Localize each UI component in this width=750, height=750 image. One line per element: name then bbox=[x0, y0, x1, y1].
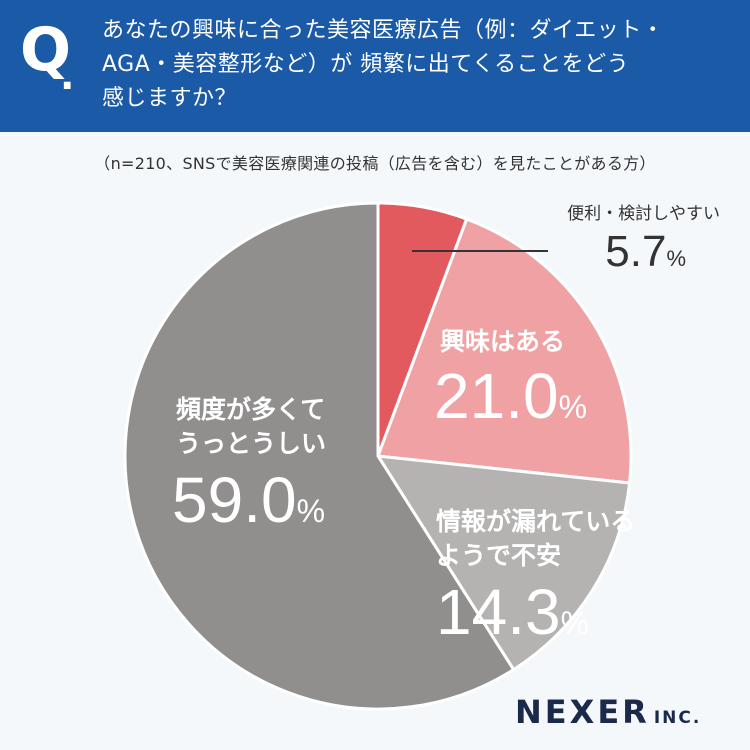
slice-anxious bbox=[376, 454, 632, 672]
q-mark: Q bbox=[20, 15, 72, 85]
label-anxious-line2: ようで不安 bbox=[436, 541, 561, 570]
logo-suffix: INC. bbox=[653, 708, 702, 728]
sample-note: （n=210、SNSで美容医療関連の投稿（広告を含む）を見たことがある方） bbox=[94, 154, 656, 173]
question-text: あなたの興味に合った美容医療広告（例：ダイエット・ AGA・美容整形など）が 頻… bbox=[102, 14, 732, 116]
question-line-1: あなたの興味に合った美容医療広告（例：ダイエット・ bbox=[102, 18, 665, 43]
label-annoying-line1: 頻度が多くて bbox=[176, 395, 325, 424]
slice-annoying bbox=[123, 201, 516, 711]
value-convenient: 5.7% bbox=[605, 227, 686, 276]
label-anxious-line1: 情報が漏れている bbox=[436, 507, 635, 536]
slice-interest bbox=[376, 217, 633, 485]
value-interest: 21.0% bbox=[434, 360, 587, 432]
question-line-2: AGA・美容整形など）が 頻繁に出てくることをどう bbox=[102, 52, 630, 77]
value-annoying: 59.0% bbox=[172, 464, 325, 536]
question-header: Q . あなたの興味に合った美容医療広告（例：ダイエット・ AGA・美容整形など… bbox=[0, 0, 750, 132]
label-interest: 興味はある bbox=[440, 327, 565, 356]
company-logo: NEXER INC. bbox=[515, 693, 701, 731]
logo-text: NEXER bbox=[515, 693, 650, 731]
label-annoying-line2: うっとうしい bbox=[176, 429, 326, 458]
question-line-3: 感じますか？ bbox=[102, 86, 238, 111]
q-dot: . bbox=[60, 54, 75, 98]
value-anxious: 14.3% bbox=[436, 576, 589, 648]
label-convenient: 便利・検討しやすい bbox=[567, 204, 720, 224]
